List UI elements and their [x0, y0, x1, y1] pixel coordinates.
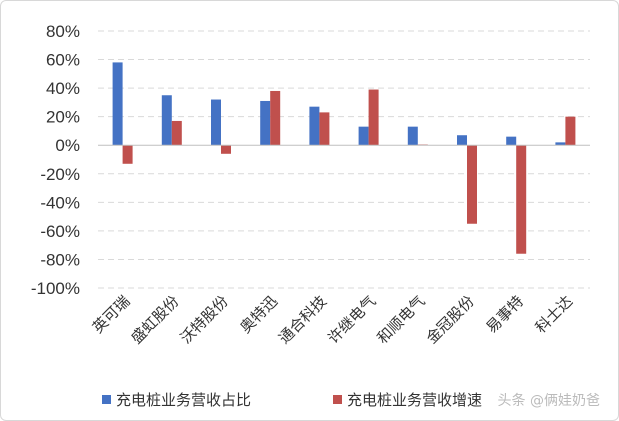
bars — [112, 62, 576, 254]
x-category-label: 科士达 — [532, 292, 577, 337]
bar-series-1 — [407, 126, 418, 146]
bar-series-1 — [358, 126, 369, 146]
bar-series-1 — [161, 95, 172, 146]
legend-swatch-series-2 — [333, 395, 342, 404]
bar-series-1 — [309, 106, 320, 146]
y-axis-ticks: 80% 60% 40% 20% 0% -20% -40% -60% -80% -100% — [31, 22, 80, 298]
legend-label-series-2: 充电桩业务营收增速 — [347, 391, 482, 409]
bar-series-2 — [221, 145, 231, 154]
x-category-label: 奥特迅 — [236, 292, 281, 337]
y-tick-label: 0% — [55, 136, 80, 155]
bar-series-2 — [467, 145, 477, 224]
legend-swatch-series-1 — [102, 395, 111, 404]
x-category-label: 通合科技 — [275, 292, 330, 347]
x-category-label: 易事特 — [482, 292, 527, 337]
bar-series-1 — [112, 62, 123, 146]
bar-series-2 — [171, 120, 182, 146]
x-category-label: 英可瑞 — [89, 292, 134, 337]
y-tick-label: -100% — [31, 279, 80, 298]
x-category-label: 沃特股份 — [177, 292, 232, 347]
bar-series-2 — [319, 112, 330, 146]
gridlines — [98, 30, 590, 289]
bar-series-2 — [516, 145, 527, 254]
bar-series-2 — [565, 116, 576, 146]
y-tick-label: 40% — [46, 79, 80, 98]
x-category-label: 许继电气 — [324, 292, 379, 347]
y-tick-label: -40% — [40, 193, 80, 212]
bar-series-1 — [555, 142, 566, 146]
y-tick-label: 60% — [46, 51, 80, 70]
legend: 充电桩业务营收占比 充电桩业务营收增速 — [102, 391, 482, 409]
y-tick-label: -80% — [40, 250, 80, 269]
bar-series-1 — [211, 99, 221, 146]
x-category-label: 和顺电气 — [373, 292, 428, 347]
x-category-label: 金冠股份 — [423, 292, 478, 347]
watermark: 头条 @俩娃奶爸 — [498, 392, 600, 409]
bar-series-2 — [270, 90, 281, 146]
y-tick-label: 80% — [46, 22, 80, 41]
x-category-label: 盛虹股份 — [127, 292, 182, 347]
legend-label-series-1: 充电桩业务营收占比 — [116, 391, 251, 409]
y-tick-label: -20% — [40, 165, 80, 184]
bar-series-1 — [506, 136, 517, 146]
bar-series-1 — [260, 100, 271, 146]
bar-series-2 — [122, 145, 133, 164]
y-tick-label: 20% — [46, 108, 80, 127]
bar-series-2 — [368, 89, 379, 146]
bar-series-1 — [457, 135, 467, 146]
y-tick-label: -60% — [40, 222, 80, 241]
